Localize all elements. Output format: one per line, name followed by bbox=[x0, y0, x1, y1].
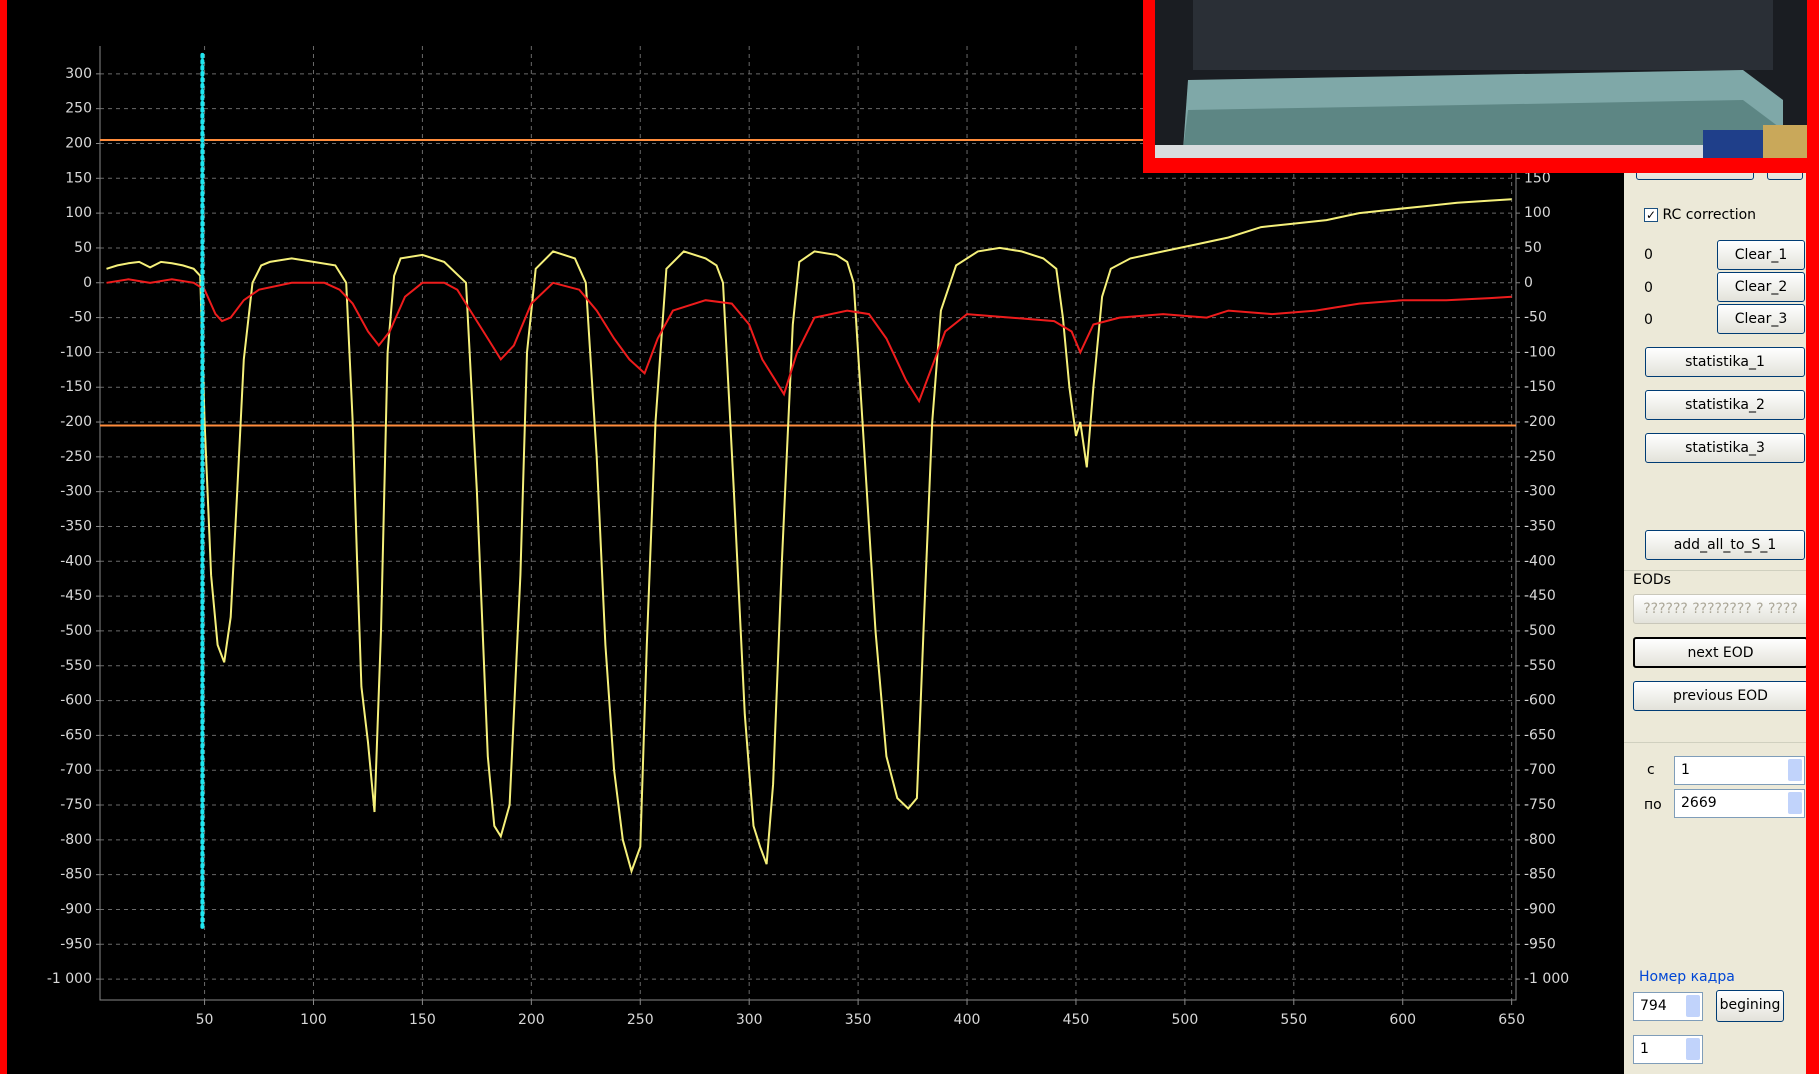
y-tick-label: 300 bbox=[65, 66, 92, 82]
checkbox-label: RC correction bbox=[1662, 207, 1756, 223]
clear-button[interactable]: Clear_3 bbox=[1717, 304, 1805, 334]
y2-tick-label: -350 bbox=[1524, 518, 1556, 534]
y2-tick-label: -800 bbox=[1524, 832, 1556, 848]
x-tick-label: 350 bbox=[845, 1012, 872, 1028]
y2-tick-label: -600 bbox=[1524, 693, 1556, 709]
frame-border bbox=[0, 0, 7, 1074]
checkbox[interactable]: ✓ RC correction bbox=[1644, 207, 1756, 223]
from-value: 1 bbox=[1681, 762, 1690, 778]
y-tick-label: -550 bbox=[60, 658, 92, 674]
y-tick-label: -800 bbox=[60, 832, 92, 848]
y-tick-label: -700 bbox=[60, 762, 92, 778]
y2-tick-label: -850 bbox=[1524, 867, 1556, 883]
to-value: 2669 bbox=[1681, 795, 1717, 811]
from-label: с bbox=[1647, 762, 1655, 778]
y2-tick-label: 50 bbox=[1524, 240, 1542, 256]
from-input[interactable]: 1 bbox=[1674, 756, 1805, 785]
x-tick-label: 600 bbox=[1389, 1012, 1416, 1028]
y-tick-label: -750 bbox=[60, 797, 92, 813]
x-tick-label: 200 bbox=[518, 1012, 545, 1028]
y2-tick-label: -150 bbox=[1524, 379, 1556, 395]
y2-tick-label: -500 bbox=[1524, 623, 1556, 639]
y2-tick-label: -1 000 bbox=[1524, 971, 1569, 987]
x-tick-label: 450 bbox=[1063, 1012, 1090, 1028]
y-tick-label: -400 bbox=[60, 553, 92, 569]
disabled-button: ?????? ???????? ? ???? bbox=[1633, 594, 1808, 624]
y2-tick-label: 0 bbox=[1524, 275, 1533, 291]
y2-tick-label: 100 bbox=[1524, 205, 1551, 221]
separator bbox=[1624, 742, 1806, 743]
x-tick-label: 400 bbox=[954, 1012, 981, 1028]
y2-tick-label: -650 bbox=[1524, 727, 1556, 743]
signal-line bbox=[107, 279, 1512, 401]
y-tick-label: -250 bbox=[60, 449, 92, 465]
y2-tick-label: -750 bbox=[1524, 797, 1556, 813]
y2-tick-label: -700 bbox=[1524, 762, 1556, 778]
y-tick-label: -350 bbox=[60, 518, 92, 534]
y2-tick-label: -200 bbox=[1524, 414, 1556, 430]
y-tick-label: -500 bbox=[60, 623, 92, 639]
y-tick-label: -100 bbox=[60, 344, 92, 360]
y2-tick-label: -400 bbox=[1524, 553, 1556, 569]
step-value: 1 bbox=[1640, 1041, 1649, 1057]
y-tick-label: -450 bbox=[60, 588, 92, 604]
y-tick-label: 100 bbox=[65, 205, 92, 221]
y2-tick-label: -550 bbox=[1524, 658, 1556, 674]
x-tick-label: 100 bbox=[300, 1012, 327, 1028]
y-tick-label: 250 bbox=[65, 101, 92, 117]
axis-frame bbox=[100, 46, 1516, 1000]
y-tick-label: -200 bbox=[60, 414, 92, 430]
step-input[interactable]: 1 bbox=[1633, 1035, 1703, 1064]
y-tick-label: -850 bbox=[60, 867, 92, 883]
clear-button[interactable]: Clear_1 bbox=[1717, 240, 1805, 270]
y2-tick-label: -100 bbox=[1524, 344, 1556, 360]
y-tick-label: 200 bbox=[65, 135, 92, 151]
y2-tick-label: -300 bbox=[1524, 484, 1556, 500]
to-label: по bbox=[1644, 797, 1662, 813]
x-tick-label: 550 bbox=[1280, 1012, 1307, 1028]
add-button[interactable]: add_all_to_S_1 bbox=[1645, 530, 1805, 560]
y-tick-label: -600 bbox=[60, 693, 92, 709]
y-tick-label: -300 bbox=[60, 484, 92, 500]
y-tick-label: 0 bbox=[83, 275, 92, 291]
group-title: EODs bbox=[1633, 572, 1671, 588]
stat-button[interactable]: statistika_1 bbox=[1645, 347, 1805, 377]
group-title: Номер кадра bbox=[1639, 969, 1735, 985]
stat-button[interactable]: statistika_2 bbox=[1645, 390, 1805, 420]
counter: 0 bbox=[1644, 312, 1653, 328]
next-eod-button[interactable]: next EOD bbox=[1633, 637, 1808, 668]
separator bbox=[1624, 570, 1806, 571]
x-tick-label: 50 bbox=[196, 1012, 214, 1028]
stat-button[interactable]: statistika_3 bbox=[1645, 433, 1805, 463]
y2-tick-label: -950 bbox=[1524, 936, 1556, 952]
x-tick-label: 250 bbox=[627, 1012, 654, 1028]
x-tick-label: 650 bbox=[1498, 1012, 1525, 1028]
clear-button[interactable]: Clear_2 bbox=[1717, 272, 1805, 302]
y-tick-label: -150 bbox=[60, 379, 92, 395]
counter: 0 bbox=[1644, 280, 1653, 296]
y-tick-label: -950 bbox=[60, 936, 92, 952]
previous-eod-button[interactable]: previous EOD bbox=[1633, 681, 1808, 711]
y2-tick-label: -900 bbox=[1524, 901, 1556, 917]
y-tick-label: -1 000 bbox=[47, 971, 92, 987]
y-tick-label: -900 bbox=[60, 901, 92, 917]
frame-input[interactable]: 794 bbox=[1633, 992, 1703, 1021]
y2-tick-label: -450 bbox=[1524, 588, 1556, 604]
to-input[interactable]: 2669 bbox=[1674, 789, 1805, 818]
video-preview bbox=[1143, 0, 1819, 173]
y2-tick-label: -250 bbox=[1524, 449, 1556, 465]
begining-button[interactable]: begining bbox=[1716, 990, 1784, 1022]
y-tick-label: -50 bbox=[69, 310, 92, 326]
frame-value: 794 bbox=[1640, 998, 1667, 1014]
x-tick-label: 500 bbox=[1172, 1012, 1199, 1028]
counter: 0 bbox=[1644, 247, 1653, 263]
y2-tick-label: -50 bbox=[1524, 310, 1547, 326]
y-tick-label: -650 bbox=[60, 727, 92, 743]
app-window: 300250200150100500-50-100-150-200-250-30… bbox=[0, 0, 1819, 1074]
y-tick-label: 150 bbox=[65, 170, 92, 186]
y-tick-label: 50 bbox=[74, 240, 92, 256]
x-tick-label: 150 bbox=[409, 1012, 436, 1028]
x-tick-label: 300 bbox=[736, 1012, 763, 1028]
